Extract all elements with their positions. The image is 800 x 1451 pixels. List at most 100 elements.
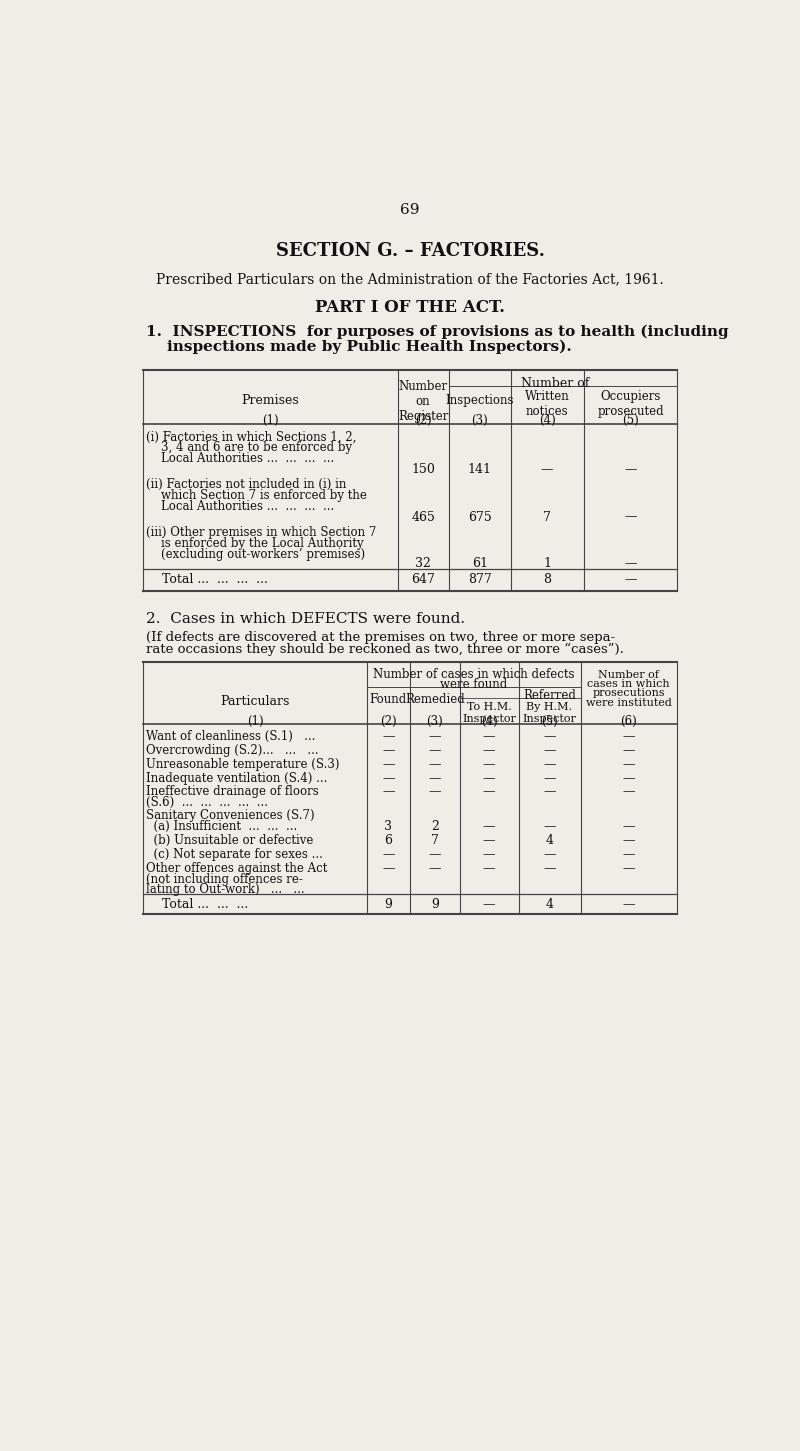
Text: (a) Insufficient  ...  ...  ...: (a) Insufficient ... ... ... xyxy=(146,820,298,833)
Text: —: — xyxy=(541,463,554,476)
Text: Overcrowding (S.2)...   ...   ...: Overcrowding (S.2)... ... ... xyxy=(146,744,319,757)
Text: inspections made by Public Health Inspectors).: inspections made by Public Health Inspec… xyxy=(146,340,572,354)
Text: 7: 7 xyxy=(431,834,438,847)
Text: —: — xyxy=(543,862,556,875)
Text: PART I OF THE ACT.: PART I OF THE ACT. xyxy=(315,299,505,316)
Text: Premises: Premises xyxy=(242,393,299,406)
Text: 1: 1 xyxy=(543,557,551,570)
Text: —: — xyxy=(429,785,441,798)
Text: Occupiers
prosecuted: Occupiers prosecuted xyxy=(598,390,664,418)
Text: (3): (3) xyxy=(471,415,488,428)
Text: —: — xyxy=(483,834,495,847)
Text: 465: 465 xyxy=(411,511,435,524)
Text: 4: 4 xyxy=(546,898,554,911)
Text: 61: 61 xyxy=(472,557,488,570)
Text: (2): (2) xyxy=(380,715,397,727)
Text: (1): (1) xyxy=(246,715,263,727)
Text: Number of cases in which defects: Number of cases in which defects xyxy=(373,669,574,682)
Text: —: — xyxy=(622,757,635,770)
Text: —: — xyxy=(483,862,495,875)
Text: —: — xyxy=(622,898,635,911)
Text: Total ...  ...  ...: Total ... ... ... xyxy=(146,898,249,911)
Text: —: — xyxy=(382,847,394,860)
Text: Local Authorities ...  ...  ...  ...: Local Authorities ... ... ... ... xyxy=(146,499,334,512)
Text: 877: 877 xyxy=(468,573,492,586)
Text: (not including offences re-: (not including offences re- xyxy=(146,872,303,885)
Text: —: — xyxy=(622,862,635,875)
Text: —: — xyxy=(483,898,495,911)
Text: (5): (5) xyxy=(622,415,639,428)
Text: By H.M.
Inspector: By H.M. Inspector xyxy=(522,702,577,724)
Text: 8: 8 xyxy=(543,573,551,586)
Text: (i) Factories in which Sections 1, 2,: (i) Factories in which Sections 1, 2, xyxy=(146,431,357,444)
Text: —: — xyxy=(625,511,637,524)
Text: —: — xyxy=(543,772,556,785)
Text: —: — xyxy=(622,847,635,860)
Text: —: — xyxy=(622,834,635,847)
Text: —: — xyxy=(429,772,441,785)
Text: rate occasions they should be reckoned as two, three or more “cases”).: rate occasions they should be reckoned a… xyxy=(146,643,624,656)
Text: (4): (4) xyxy=(539,415,555,428)
Text: 2: 2 xyxy=(431,820,438,833)
Text: were found: were found xyxy=(440,678,507,691)
Text: (If defects are discovered at the premises on two, three or more sepa-: (If defects are discovered at the premis… xyxy=(146,631,616,644)
Text: is enforced by the Local Authority: is enforced by the Local Authority xyxy=(146,537,364,550)
Text: 675: 675 xyxy=(468,511,492,524)
Text: Unreasonable temperature (S.3): Unreasonable temperature (S.3) xyxy=(146,757,340,770)
Text: (3): (3) xyxy=(426,715,443,727)
Text: cases in which: cases in which xyxy=(587,679,670,689)
Text: (S.6)  ...  ...  ...  ...  ...: (S.6) ... ... ... ... ... xyxy=(146,797,269,810)
Text: which Section 7 is enforced by the: which Section 7 is enforced by the xyxy=(146,489,367,502)
Text: prosecutions: prosecutions xyxy=(592,688,665,698)
Text: —: — xyxy=(382,785,394,798)
Text: —: — xyxy=(483,744,495,757)
Text: —: — xyxy=(382,772,394,785)
Text: —: — xyxy=(483,730,495,743)
Text: —: — xyxy=(429,730,441,743)
Text: —: — xyxy=(622,730,635,743)
Text: —: — xyxy=(625,463,637,476)
Text: 32: 32 xyxy=(415,557,431,570)
Text: 3: 3 xyxy=(384,820,392,833)
Text: (5): (5) xyxy=(541,715,558,727)
Text: —: — xyxy=(429,744,441,757)
Text: —: — xyxy=(483,820,495,833)
Text: Want of cleanliness (S.1)   ...: Want of cleanliness (S.1) ... xyxy=(146,730,316,743)
Text: (excluding out-workers’ premises): (excluding out-workers’ premises) xyxy=(146,547,366,560)
Text: —: — xyxy=(622,772,635,785)
Text: Number
on
Register: Number on Register xyxy=(398,380,448,422)
Text: were instituted: were instituted xyxy=(586,698,671,708)
Text: —: — xyxy=(382,757,394,770)
Text: Local Authorities ...  ...  ...  ...: Local Authorities ... ... ... ... xyxy=(146,453,334,466)
Text: —: — xyxy=(429,847,441,860)
Text: —: — xyxy=(543,785,556,798)
Text: —: — xyxy=(622,785,635,798)
Text: Prescribed Particulars on the Administration of the Factories Act, 1961.: Prescribed Particulars on the Administra… xyxy=(156,273,664,287)
Text: —: — xyxy=(543,757,556,770)
Text: —: — xyxy=(382,862,394,875)
Text: 3, 4 and 6 are to be enforced by: 3, 4 and 6 are to be enforced by xyxy=(146,441,353,454)
Text: Sanitary Conveniences (S.7): Sanitary Conveniences (S.7) xyxy=(146,808,315,821)
Text: 1.  INSPECTIONS  for purposes of provisions as to health (including: 1. INSPECTIONS for purposes of provision… xyxy=(146,325,729,340)
Text: 4: 4 xyxy=(546,834,554,847)
Text: Other offences against the Act: Other offences against the Act xyxy=(146,862,328,875)
Text: Number of: Number of xyxy=(598,670,659,681)
Text: 2.  Cases in which DEFECTS were found.: 2. Cases in which DEFECTS were found. xyxy=(146,612,466,627)
Text: Number of: Number of xyxy=(521,377,589,390)
Text: —: — xyxy=(483,772,495,785)
Text: —: — xyxy=(543,847,556,860)
Text: (6): (6) xyxy=(620,715,637,727)
Text: 69: 69 xyxy=(400,203,420,218)
Text: 141: 141 xyxy=(468,463,492,476)
Text: Remedied: Remedied xyxy=(405,694,465,707)
Text: 9: 9 xyxy=(431,898,438,911)
Text: —: — xyxy=(483,757,495,770)
Text: —: — xyxy=(625,573,637,586)
Text: —: — xyxy=(543,730,556,743)
Text: SECTION G. – FACTORIES.: SECTION G. – FACTORIES. xyxy=(275,242,545,260)
Text: (iii) Other premises in which Section 7: (iii) Other premises in which Section 7 xyxy=(146,527,377,538)
Text: —: — xyxy=(483,847,495,860)
Text: Particulars: Particulars xyxy=(220,695,290,708)
Text: Ineffective drainage of floors: Ineffective drainage of floors xyxy=(146,785,319,798)
Text: Referred: Referred xyxy=(523,689,576,702)
